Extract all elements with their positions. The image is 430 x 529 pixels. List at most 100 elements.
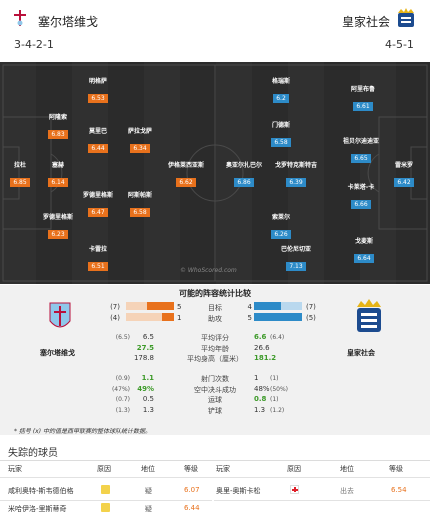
player-name: 阿隆索	[48, 114, 67, 121]
stat-home-value: 49%	[137, 384, 154, 393]
stat-away-value: 48%	[254, 384, 270, 393]
player-rating-badge: 7.13	[286, 262, 306, 271]
pitch-markings	[2, 64, 428, 282]
player-name: 阿斯帕斯	[127, 192, 152, 199]
player-name: 伊格莱西亚斯	[167, 162, 204, 169]
missing-players-section: 失踪的球员 玩家 原因 地位 等级 玩家 原因 地位 等级 咸利奥特-斯韦德伯格…	[0, 438, 430, 529]
stat-away-value: 1	[254, 374, 259, 382]
stat-away-league-value: (1)	[270, 375, 279, 382]
away-player[interactable]: 巴伦尼切亚 7.13	[266, 244, 326, 272]
away-team-name[interactable]: 皇家社会	[341, 15, 390, 29]
missing-home-player-name[interactable]: 咸利奥特-斯韦德伯格	[8, 487, 74, 495]
player-rating-badge: 6.14	[48, 178, 68, 187]
away-header-status: 地位	[340, 465, 354, 473]
home-player[interactable]: 塞赫 6.14	[28, 160, 88, 188]
stat-home-value: 27.5	[136, 343, 154, 352]
stat-home-league-value: (47%)	[111, 385, 130, 393]
stat-home-league-value: (1.3)	[115, 406, 130, 414]
missing-away-rating: 6.54	[391, 486, 407, 494]
home-player[interactable]: 罗德里格斯 6.47	[68, 190, 128, 218]
stat-home-value: 0.5	[142, 395, 154, 403]
player-name: 巴伦尼切亚	[280, 246, 311, 253]
away-player[interactable]: 格瑞斯 6.2	[251, 76, 311, 104]
player-rating-badge: 6.34	[130, 144, 150, 153]
stat-label: 平均评分	[201, 334, 229, 342]
stat-label: 射门次数	[201, 375, 229, 383]
player-name: 雷米罗	[394, 162, 413, 169]
goals-home-bar	[146, 302, 174, 310]
away-player[interactable]: 阿里布鲁 6.61	[333, 84, 393, 112]
missing-home-player-name[interactable]: 米哈伊洛-里斯蒂奇	[8, 505, 67, 513]
stats-footnote: * 括号 (x) 中的值是西甲联赛的整体球队统计数据。	[14, 428, 151, 435]
player-rating-badge: 6.23	[48, 230, 68, 239]
away-player[interactable]: 祖贝尔迪迪亚 6.65	[331, 136, 391, 164]
missing-home-status: 疑	[145, 487, 152, 495]
away-player[interactable]: 奥亚尔扎巴尔 6.86	[214, 160, 274, 188]
home-player[interactable]: 莫里巴 6.44	[68, 126, 128, 154]
home-player[interactable]: 萨拉戈萨 6.34	[110, 126, 170, 154]
player-rating-badge: 6.51	[88, 262, 108, 271]
player-rating-badge: 6.2	[273, 94, 289, 103]
assists-home-value: 1	[177, 314, 182, 322]
stat-home-value: 1.3	[142, 405, 154, 414]
away-player[interactable]: 门德斯 6.58	[251, 120, 311, 148]
missing-away-player-name[interactable]: 奥里-奥斯卡松	[216, 487, 261, 495]
away-player[interactable]: 戈罗特克斯特吉 6.39	[266, 160, 326, 188]
player-rating-badge: 6.64	[354, 254, 374, 263]
player-name: 门德斯	[271, 122, 290, 129]
home-player[interactable]: 伊格莱西亚斯 6.62	[156, 160, 216, 188]
stat-home-value: 6.5	[142, 333, 154, 341]
stat-away-league-value: (6.4)	[270, 334, 285, 341]
goals-label: 目标	[208, 304, 222, 312]
player-rating-badge: 6.61	[353, 102, 373, 111]
real-sociedad-crest-icon	[398, 8, 414, 27]
goals-home-value: 5	[177, 303, 182, 311]
player-rating-badge: 6.86	[234, 178, 254, 187]
player-name: 卡雷拉	[88, 246, 107, 253]
stat-home-league-value: (6.5)	[115, 334, 130, 341]
injury-icon	[290, 485, 299, 494]
player-name: 萨拉戈萨	[127, 128, 152, 135]
away-player[interactable]: 索莱尔 6.26	[251, 212, 311, 240]
home-formation: 3-4-2-1	[14, 38, 54, 51]
stat-label: 空中决斗成功	[194, 385, 236, 394]
home-header-reason: 原因	[97, 465, 111, 473]
player-rating-badge: 6.47	[88, 208, 108, 217]
missing-home-rating: 6.44	[184, 504, 200, 512]
away-player[interactable]: 卡莱塔-卡 6.66	[331, 182, 391, 210]
goals-home-bar-track	[126, 302, 174, 310]
stats-away-team[interactable]: 皇家社会	[347, 349, 375, 357]
away-player[interactable]: 雷米罗 6.42	[374, 160, 430, 188]
home-player[interactable]: 阿隆索 6.83	[28, 112, 88, 140]
stat-away-value: 6.6	[254, 333, 267, 341]
home-player[interactable]: 明格萨 6.53	[68, 76, 128, 104]
assists-away-value: 5	[247, 314, 252, 322]
home-player[interactable]: 拉杜 6.85	[0, 160, 50, 188]
home-header-status: 地位	[141, 465, 155, 473]
player-rating-badge: 6.42	[394, 178, 414, 187]
formation-pitch: 拉杜 6.85 阿隆索 6.83 塞赫 6.14 罗德里格斯 6.23 明格萨 6.53 莫里巴 6.…	[0, 62, 430, 284]
home-team-name[interactable]: 塞尔塔维戈	[38, 15, 99, 29]
player-rating-badge: 6.44	[88, 144, 108, 153]
real-sociedad-crest-large-icon	[357, 299, 381, 332]
player-rating-badge: 6.66	[351, 200, 371, 209]
player-name: 戈罗特克斯特吉	[274, 162, 317, 169]
missing-players-title: 失踪的球员	[8, 448, 58, 459]
home-player[interactable]: 卡雷拉 6.51	[68, 244, 128, 272]
celta-crest-icon	[14, 10, 26, 26]
away-player[interactable]: 戈麦斯 6.64	[334, 236, 394, 264]
assists-home-bar	[162, 313, 174, 321]
stats-title: 可能的阵容统计比较	[179, 289, 251, 298]
assists-home-total: (4)	[110, 314, 120, 322]
player-name: 罗德里格斯	[82, 192, 113, 199]
goals-away-value: 4	[247, 303, 252, 311]
missing-home-rating: 6.07	[184, 486, 200, 494]
player-rating-badge: 6.53	[88, 94, 108, 103]
player-name: 明格萨	[88, 78, 107, 85]
stat-away-value: 26.6	[254, 343, 270, 352]
home-player[interactable]: 阿斯帕斯 6.58	[110, 190, 170, 218]
stat-away-league-value: (1)	[270, 396, 279, 403]
stats-home-team[interactable]: 塞尔塔维戈	[40, 349, 75, 357]
stat-label: 运球	[208, 396, 222, 404]
home-player[interactable]: 罗德里格斯 6.23	[28, 212, 88, 240]
